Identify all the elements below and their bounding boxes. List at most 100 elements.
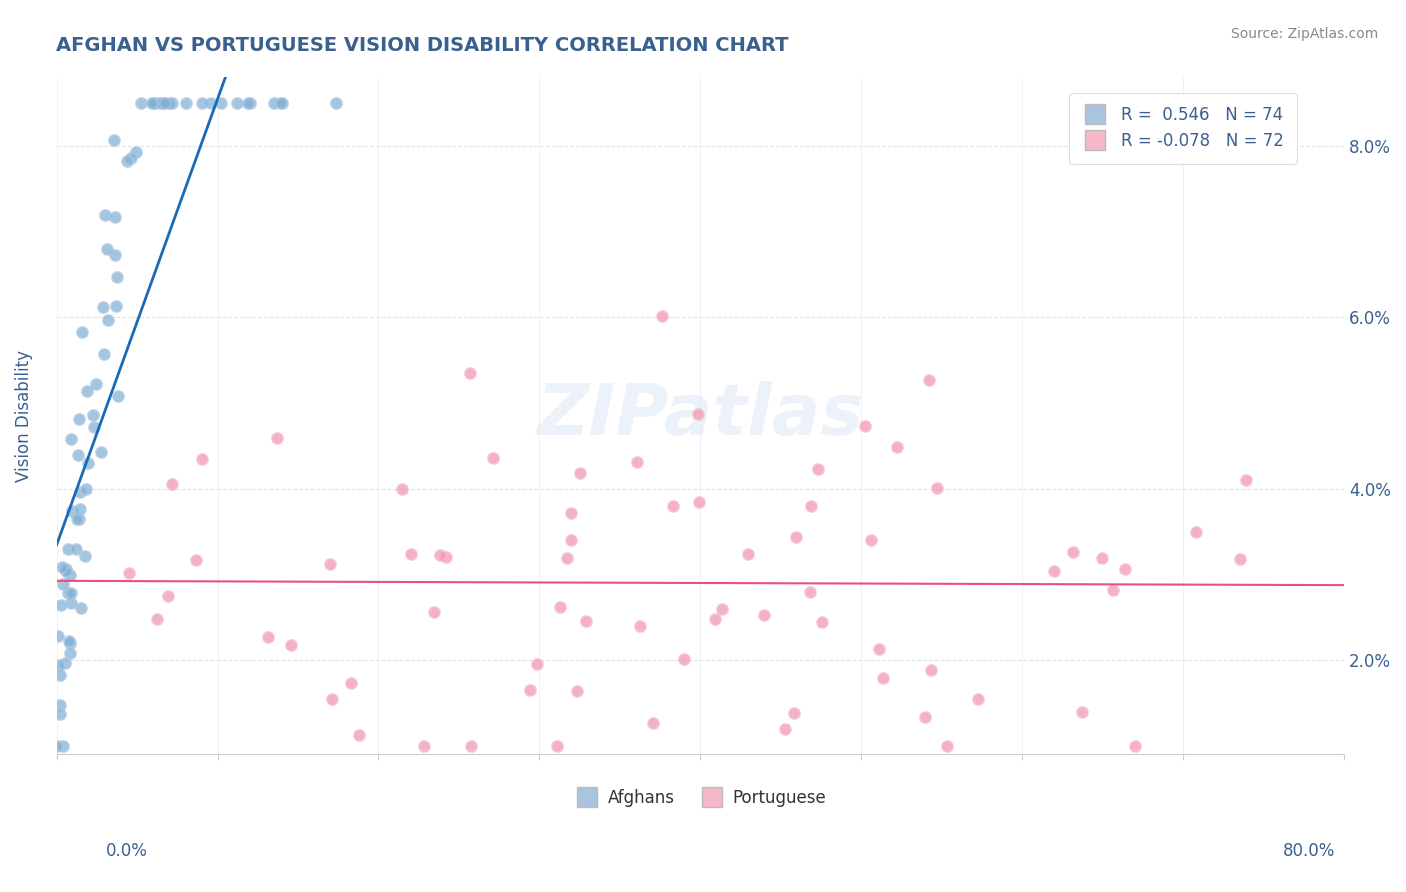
Point bbox=[339, 675, 361, 690]
Point bbox=[936, 739, 959, 753]
Point bbox=[59, 585, 82, 599]
Point bbox=[886, 440, 908, 454]
Point bbox=[67, 512, 90, 526]
Point bbox=[672, 652, 695, 666]
Point bbox=[65, 541, 87, 556]
Point bbox=[1114, 562, 1136, 576]
Point bbox=[77, 456, 100, 470]
Point bbox=[190, 96, 212, 111]
Point bbox=[565, 683, 588, 698]
Point bbox=[69, 502, 91, 516]
Point bbox=[319, 557, 342, 571]
Point bbox=[399, 547, 422, 561]
Point bbox=[799, 584, 821, 599]
Y-axis label: Vision Disability: Vision Disability bbox=[15, 350, 32, 482]
Legend: Afghans, Portuguese: Afghans, Portuguese bbox=[568, 782, 834, 814]
Point bbox=[688, 407, 710, 421]
Point bbox=[90, 444, 112, 458]
Point bbox=[52, 739, 75, 753]
Point bbox=[160, 476, 183, 491]
Point bbox=[1071, 706, 1094, 720]
Point bbox=[131, 96, 153, 111]
Point bbox=[1185, 525, 1208, 540]
Point bbox=[59, 636, 82, 650]
Point bbox=[651, 309, 673, 323]
Point bbox=[868, 642, 890, 657]
Point bbox=[55, 564, 77, 578]
Point bbox=[270, 96, 292, 111]
Point bbox=[526, 657, 548, 671]
Point bbox=[560, 506, 582, 520]
Point bbox=[703, 612, 725, 626]
Point bbox=[266, 430, 288, 444]
Text: AFGHAN VS PORTUGUESE VISION DISABILITY CORRELATION CHART: AFGHAN VS PORTUGUESE VISION DISABILITY C… bbox=[56, 36, 789, 54]
Point bbox=[73, 549, 96, 563]
Point bbox=[58, 634, 80, 648]
Point bbox=[263, 96, 285, 111]
Point bbox=[569, 467, 592, 481]
Point bbox=[46, 739, 69, 753]
Point bbox=[917, 373, 939, 387]
Point bbox=[104, 299, 127, 313]
Point bbox=[853, 419, 876, 434]
Point bbox=[146, 612, 169, 626]
Point bbox=[412, 739, 434, 753]
Point bbox=[186, 552, 208, 566]
Point bbox=[1062, 545, 1084, 559]
Point bbox=[546, 739, 568, 753]
Point bbox=[257, 630, 280, 644]
Point bbox=[60, 504, 83, 518]
Point bbox=[105, 270, 128, 285]
Point bbox=[152, 96, 174, 111]
Point bbox=[557, 551, 579, 566]
Point bbox=[925, 481, 948, 495]
Point bbox=[783, 706, 806, 721]
Text: Source: ZipAtlas.com: Source: ZipAtlas.com bbox=[1230, 27, 1378, 41]
Point bbox=[967, 692, 990, 706]
Point bbox=[145, 96, 167, 111]
Point bbox=[773, 722, 796, 736]
Point bbox=[141, 96, 163, 111]
Point bbox=[75, 482, 97, 496]
Point bbox=[155, 96, 177, 111]
Text: 0.0%: 0.0% bbox=[105, 842, 148, 860]
Point bbox=[1229, 552, 1251, 566]
Point bbox=[800, 499, 823, 513]
Point bbox=[200, 96, 222, 111]
Point bbox=[46, 629, 69, 643]
Point bbox=[807, 461, 830, 475]
Point bbox=[93, 208, 115, 222]
Point bbox=[52, 576, 75, 591]
Point bbox=[641, 715, 664, 730]
Point bbox=[159, 96, 181, 111]
Point bbox=[49, 599, 72, 613]
Point bbox=[83, 420, 105, 434]
Point bbox=[69, 484, 91, 499]
Point bbox=[280, 638, 302, 652]
Point bbox=[752, 608, 775, 623]
Text: 80.0%: 80.0% bbox=[1284, 842, 1336, 860]
Point bbox=[82, 408, 104, 422]
Point bbox=[914, 710, 936, 724]
Point bbox=[104, 248, 127, 262]
Point bbox=[271, 96, 294, 111]
Point bbox=[125, 145, 148, 159]
Point bbox=[160, 96, 183, 111]
Point bbox=[70, 325, 93, 339]
Point bbox=[66, 448, 89, 462]
Point bbox=[66, 512, 89, 526]
Point bbox=[84, 376, 107, 391]
Point bbox=[1091, 550, 1114, 565]
Point bbox=[59, 432, 82, 446]
Point bbox=[422, 605, 444, 619]
Point bbox=[120, 152, 142, 166]
Point bbox=[321, 692, 343, 706]
Point bbox=[1043, 564, 1066, 578]
Point bbox=[67, 411, 90, 425]
Point bbox=[560, 533, 582, 547]
Point bbox=[149, 96, 172, 111]
Point bbox=[920, 663, 942, 677]
Point bbox=[785, 530, 807, 544]
Point bbox=[626, 455, 648, 469]
Point bbox=[93, 347, 115, 361]
